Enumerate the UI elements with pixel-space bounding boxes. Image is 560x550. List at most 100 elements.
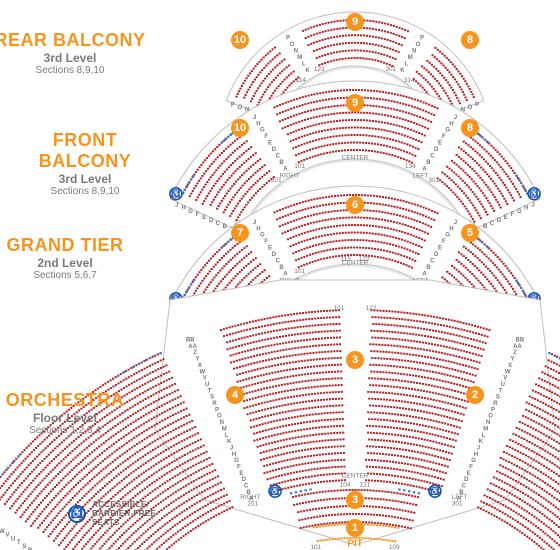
svg-text:K: K	[305, 68, 310, 74]
svg-text:314: 314	[404, 77, 415, 84]
svg-text:E: E	[268, 141, 272, 147]
svg-text:A: A	[283, 166, 288, 172]
svg-text:9: 9	[352, 97, 358, 109]
orch-sec: Sections 1,2,3,4	[0, 425, 145, 436]
svg-text:L: L	[404, 62, 408, 68]
label-front-balcony: FRONT BALCONY 3rd Level Sections 8,9,10	[5, 130, 165, 197]
svg-text:K: K	[400, 68, 405, 74]
svg-text:C: C	[216, 221, 221, 227]
svg-text:E: E	[438, 246, 442, 252]
svg-text:B: B	[279, 265, 284, 271]
svg-text:D: D	[434, 147, 439, 153]
svg-text:123: 123	[314, 66, 325, 73]
svg-text:F: F	[511, 212, 515, 218]
svg-text:J: J	[454, 115, 457, 121]
svg-text:H: H	[182, 206, 186, 212]
svg-text:G: G	[445, 128, 450, 134]
svg-text:8: 8	[467, 34, 473, 46]
svg-text:301: 301	[428, 177, 439, 184]
svg-text:RIGHT: RIGHT	[279, 173, 299, 180]
grand-title: GRAND TIER	[0, 235, 145, 256]
accessible-legend: ♿ ACCESSIBLE/ BARRIER-FREE SEATS	[68, 500, 156, 527]
svg-text:H: H	[256, 226, 260, 232]
svg-text:H: H	[449, 121, 453, 127]
svg-text:G: G	[260, 233, 265, 239]
svg-text:B: B	[426, 265, 431, 271]
svg-text:E: E	[268, 246, 272, 252]
svg-text:301: 301	[385, 66, 396, 73]
svg-text:201: 201	[271, 177, 282, 184]
svg-text:F: F	[442, 239, 446, 245]
svg-text:5: 5	[467, 227, 473, 239]
svg-text:J: J	[175, 203, 178, 209]
svg-text:D: D	[434, 252, 439, 258]
svg-text:C: C	[430, 258, 435, 264]
front-sec: Sections 8,9,10	[5, 186, 165, 197]
grand-sec: Sections 5,6,7	[0, 270, 145, 281]
legend-text: ACCESSIBLE/ BARRIER-FREE SEATS	[92, 500, 156, 527]
svg-text:N: N	[412, 49, 416, 55]
label-rear-balcony: REAR BALCONY 3rd Level Sections 8,9,10	[0, 30, 150, 76]
svg-text:H: H	[524, 206, 528, 212]
svg-text:M: M	[408, 55, 413, 61]
svg-text:G: G	[445, 233, 450, 239]
wheelchair-icon: ♿	[68, 505, 86, 523]
svg-text:LEFT: LEFT	[412, 173, 428, 180]
svg-text:B: B	[279, 160, 284, 166]
rear-title: REAR BALCONY	[0, 30, 150, 51]
svg-text:10: 10	[234, 122, 246, 134]
svg-text:B: B	[426, 160, 431, 166]
grand-sub: 2nd Level	[0, 256, 145, 270]
svg-text:L: L	[302, 62, 306, 68]
svg-text:101: 101	[294, 163, 305, 170]
svg-text:F: F	[196, 212, 200, 218]
svg-text:311: 311	[530, 194, 541, 201]
svg-text:CENTER: CENTER	[342, 155, 369, 162]
rear-sub: 3rd Level	[0, 51, 150, 65]
svg-text:9: 9	[352, 16, 358, 28]
svg-text:A: A	[422, 166, 427, 172]
svg-text:G: G	[260, 128, 265, 134]
svg-text:10: 10	[234, 34, 246, 46]
front-sub: 3rd Level	[5, 172, 165, 186]
svg-text:J: J	[253, 220, 256, 226]
svg-text:M: M	[297, 55, 302, 61]
svg-text:O: O	[416, 42, 421, 48]
svg-text:D: D	[209, 218, 214, 224]
svg-text:122: 122	[359, 256, 370, 263]
svg-text:P: P	[420, 36, 424, 42]
svg-text:J: J	[253, 115, 256, 121]
svg-text:E: E	[438, 141, 442, 147]
svg-text:E: E	[504, 215, 508, 221]
svg-text:G: G	[517, 209, 522, 215]
svg-text:C: C	[430, 153, 435, 159]
svg-text:134: 134	[405, 163, 416, 170]
svg-text:G: G	[188, 209, 193, 215]
svg-text:7: 7	[237, 227, 243, 239]
seating-chart: KLMNOPKLMNOPKLMNOPKLMNOP2141141233013141…	[0, 0, 560, 550]
orch-sub: Floor Level	[0, 411, 145, 425]
svg-text:F: F	[264, 134, 268, 140]
svg-text:O: O	[238, 105, 243, 111]
svg-text:C: C	[490, 221, 495, 227]
svg-text:F: F	[442, 134, 446, 140]
svg-text:O: O	[290, 42, 295, 48]
label-grand-tier: GRAND TIER 2nd Level Sections 5,6,7	[0, 235, 145, 281]
svg-text:H: H	[256, 121, 260, 127]
svg-text:N: N	[294, 49, 298, 55]
svg-text:J: J	[454, 220, 457, 226]
svg-text:211: 211	[170, 194, 181, 201]
svg-text:B: B	[483, 224, 488, 230]
svg-text:P: P	[231, 103, 235, 109]
svg-text:C: C	[276, 258, 281, 264]
svg-text:A: A	[422, 271, 427, 277]
svg-text:F: F	[264, 239, 268, 245]
svg-text:101: 101	[294, 268, 305, 275]
svg-text:115: 115	[341, 256, 352, 263]
svg-text:D: D	[497, 218, 502, 224]
svg-text:P: P	[286, 36, 290, 42]
svg-text:A: A	[283, 271, 288, 277]
svg-text:B: B	[223, 224, 228, 230]
svg-text:J: J	[531, 203, 534, 209]
svg-text:114: 114	[296, 77, 307, 84]
